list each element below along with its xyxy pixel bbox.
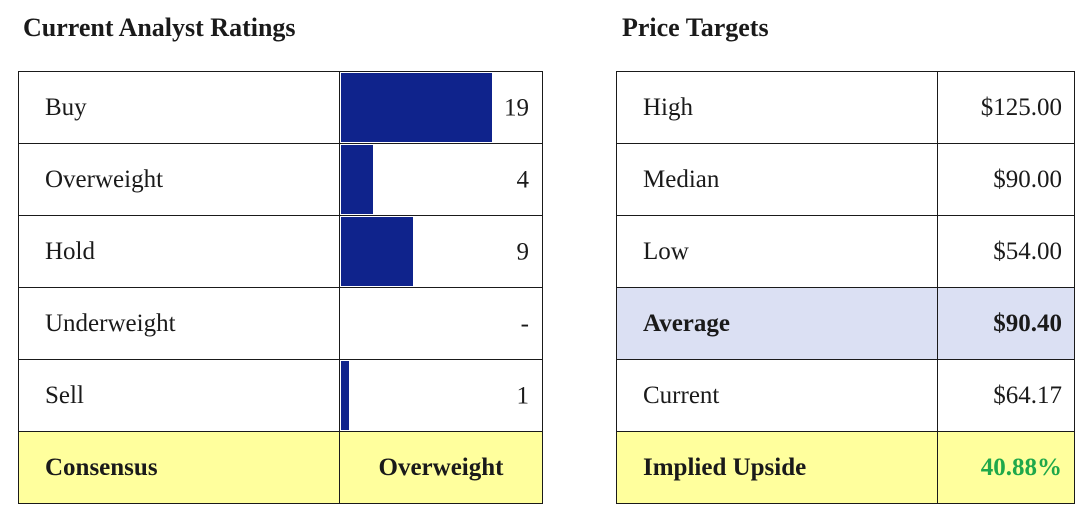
rating-count: - bbox=[520, 310, 529, 337]
price-targets-table: High $125.00 Median $90.00 Low $54.00 Av… bbox=[616, 71, 1075, 504]
rating-row-buy: Buy 19 bbox=[18, 71, 543, 144]
rating-bar bbox=[341, 217, 413, 286]
analyst-ratings-table: Buy 19 Overweight 4 Hold 9 Underweight bbox=[18, 71, 543, 504]
rating-bar-cell: 4 bbox=[339, 143, 543, 216]
upside-value: 40.88% bbox=[937, 431, 1075, 504]
rating-bar bbox=[341, 145, 373, 214]
average-label: Average bbox=[616, 287, 938, 360]
rating-label: Buy bbox=[18, 71, 340, 144]
rating-row-overweight: Overweight 4 bbox=[18, 143, 543, 216]
target-value: $54.00 bbox=[937, 215, 1075, 288]
rating-label: Overweight bbox=[18, 143, 340, 216]
targets-section-title: Price Targets bbox=[622, 13, 769, 42]
target-value: $90.00 bbox=[937, 143, 1075, 216]
rating-bar-cell: 1 bbox=[339, 359, 543, 432]
consensus-value: Overweight bbox=[339, 431, 543, 504]
rating-bar bbox=[341, 73, 492, 142]
rating-row-underweight: Underweight - bbox=[18, 287, 543, 360]
target-row-current: Current $64.17 bbox=[616, 359, 1075, 432]
rating-bar-cell: 19 bbox=[339, 71, 543, 144]
rating-label: Underweight bbox=[18, 287, 340, 360]
target-label: Low bbox=[616, 215, 938, 288]
rating-row-hold: Hold 9 bbox=[18, 215, 543, 288]
current-label: Current bbox=[616, 359, 938, 432]
target-label: High bbox=[616, 71, 938, 144]
upside-label: Implied Upside bbox=[616, 431, 938, 504]
rating-bar-cell: 9 bbox=[339, 215, 543, 288]
rating-label: Sell bbox=[18, 359, 340, 432]
rating-count: 1 bbox=[516, 382, 530, 409]
current-value: $64.17 bbox=[937, 359, 1075, 432]
target-row-average: Average $90.40 bbox=[616, 287, 1075, 360]
rating-count: 19 bbox=[504, 94, 529, 121]
rating-label: Hold bbox=[18, 215, 340, 288]
target-row-low: Low $54.00 bbox=[616, 215, 1075, 288]
rating-bar-cell: - bbox=[339, 287, 543, 360]
target-row-high: High $125.00 bbox=[616, 71, 1075, 144]
rating-count: 4 bbox=[516, 166, 530, 193]
target-row-median: Median $90.00 bbox=[616, 143, 1075, 216]
target-row-implied-upside: Implied Upside 40.88% bbox=[616, 431, 1075, 504]
consensus-row: Consensus Overweight bbox=[18, 431, 543, 504]
average-value: $90.40 bbox=[937, 287, 1075, 360]
rating-bar bbox=[341, 361, 349, 430]
rating-row-sell: Sell 1 bbox=[18, 359, 543, 432]
target-label: Median bbox=[616, 143, 938, 216]
consensus-label: Consensus bbox=[18, 431, 340, 504]
target-value: $125.00 bbox=[937, 71, 1075, 144]
rating-count: 9 bbox=[516, 238, 530, 265]
ratings-section-title: Current Analyst Ratings bbox=[23, 13, 296, 42]
